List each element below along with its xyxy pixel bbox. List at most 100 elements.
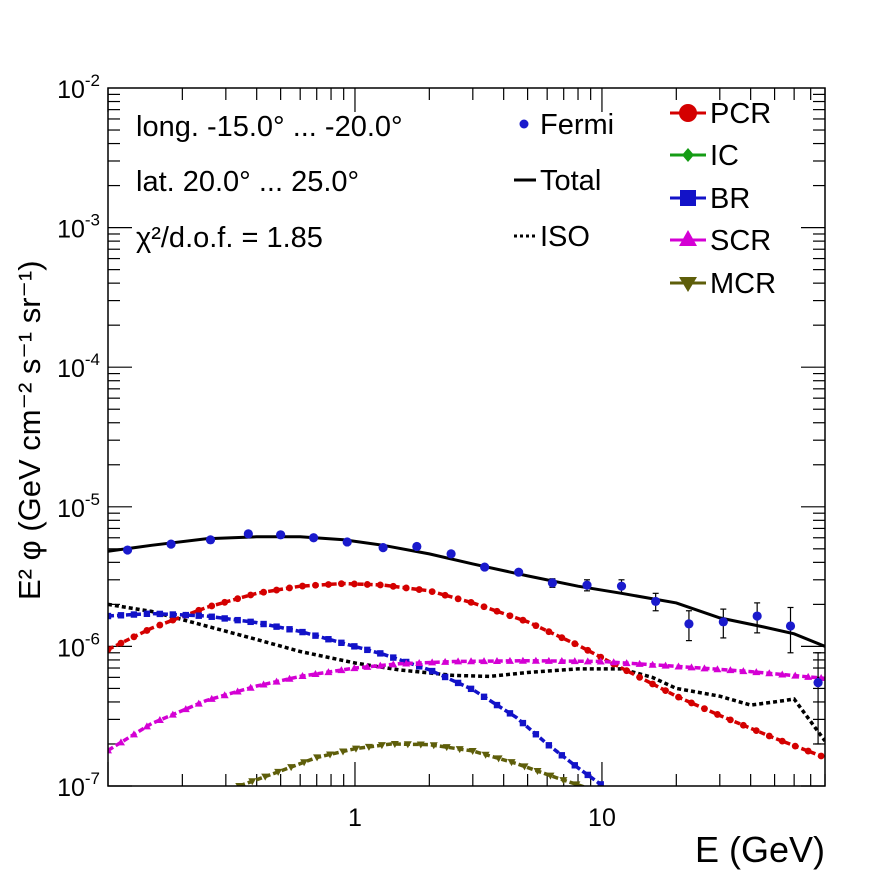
marker-pcr <box>701 705 708 713</box>
marker-pcr <box>428 588 436 596</box>
fermi-point <box>243 529 253 539</box>
fermi-marker <box>243 529 253 539</box>
annotation-longitude: long. -15.0° ... -20.0° <box>136 111 403 143</box>
marker-scr <box>687 663 696 671</box>
marker-mcr <box>274 768 283 776</box>
marker-scr <box>674 662 683 670</box>
fermi-marker <box>480 562 490 572</box>
marker-scr <box>467 657 476 665</box>
marker-pcr <box>778 737 786 745</box>
marker-mcr <box>377 742 386 750</box>
legend-marker-ic <box>682 148 694 162</box>
marker-pcr <box>739 721 747 729</box>
fermi-point <box>718 608 728 639</box>
marker-pcr <box>817 752 825 760</box>
marker-pcr <box>441 591 449 599</box>
marker-br <box>597 781 604 786</box>
marker-pcr <box>195 606 203 614</box>
marker-mcr <box>481 751 490 759</box>
marker-scr <box>480 657 489 665</box>
fermi-marker <box>752 611 762 621</box>
fermi-point <box>276 530 286 540</box>
marker-mcr <box>533 768 542 776</box>
marker-pcr <box>688 699 695 707</box>
marker-pcr <box>299 582 306 590</box>
marker-scr <box>713 665 722 673</box>
fermi-point <box>480 562 490 572</box>
marker-mcr <box>494 755 503 763</box>
series-line-total <box>108 535 825 648</box>
marker-scr <box>492 657 501 665</box>
marker-scr <box>220 691 229 699</box>
marker-br <box>208 613 215 620</box>
fermi-marker <box>446 549 456 559</box>
marker-br <box>338 639 345 647</box>
marker-mcr <box>338 748 347 756</box>
marker-pcr <box>649 680 656 688</box>
marker-scr <box>752 668 761 676</box>
marker-pcr <box>130 633 138 641</box>
marker-pcr <box>714 711 721 718</box>
legend-label-br: BR <box>710 183 750 215</box>
fermi-point <box>813 652 823 745</box>
y-axis-title: E² φ (GeV cm⁻² s⁻¹ sr⁻¹) <box>12 260 47 600</box>
marker-mcr <box>326 751 335 759</box>
marker-pcr <box>325 581 332 588</box>
marker-scr <box>518 656 527 664</box>
marker-br <box>519 719 527 727</box>
y-tick-label: 10-7 <box>57 769 100 802</box>
series-total <box>108 535 825 648</box>
marker-scr <box>544 656 553 664</box>
marker-br <box>169 611 177 618</box>
marker-pcr <box>726 716 734 724</box>
marker-scr <box>765 669 774 677</box>
marker-scr <box>194 699 203 707</box>
series-iso <box>108 602 825 743</box>
y-tick-label: 10-3 <box>57 211 100 244</box>
fermi-marker <box>785 621 796 631</box>
marker-pcr <box>519 616 527 624</box>
legend-label-ic: IC <box>710 140 739 172</box>
marker-scr <box>454 657 463 665</box>
marker-br <box>584 771 591 779</box>
y-tick-label: 10-5 <box>57 490 100 523</box>
marker-scr <box>415 658 424 666</box>
fermi-marker <box>309 533 319 543</box>
marker-br <box>234 616 241 624</box>
marker-br <box>571 762 578 769</box>
marker-pcr <box>480 603 488 611</box>
marker-br <box>532 731 540 738</box>
marker-mcr <box>429 742 438 750</box>
legend-marker-mcr <box>679 277 697 292</box>
marker-scr <box>726 666 735 674</box>
fermi-point <box>205 535 216 545</box>
fermi-marker <box>342 537 352 547</box>
fermi-point <box>309 533 319 543</box>
marker-scr <box>324 668 333 676</box>
marker-pcr <box>337 580 345 588</box>
marker-mcr <box>248 778 257 786</box>
marker-br <box>428 667 436 675</box>
marker-scr <box>337 666 346 674</box>
marker-pcr <box>662 687 669 695</box>
marker-br <box>221 615 228 622</box>
marker-pcr <box>108 646 112 653</box>
marker-scr <box>609 658 618 666</box>
fermi-point <box>651 592 661 612</box>
legend-marker-fermi <box>519 119 529 129</box>
series-pcr <box>108 580 825 760</box>
legend-label-iso: ISO <box>540 221 590 253</box>
marker-scr <box>389 660 398 668</box>
marker-mcr <box>261 773 270 781</box>
fermi-point <box>342 537 352 547</box>
marker-pcr <box>584 646 592 654</box>
marker-pcr <box>415 586 423 593</box>
marker-pcr <box>247 591 255 599</box>
marker-scr <box>428 658 437 666</box>
marker-scr <box>116 738 125 746</box>
marker-pcr <box>804 747 812 755</box>
legend-label-total: Total <box>540 165 601 197</box>
marker-pcr <box>791 742 799 750</box>
marker-br <box>493 701 501 709</box>
marker-pcr <box>765 732 773 740</box>
